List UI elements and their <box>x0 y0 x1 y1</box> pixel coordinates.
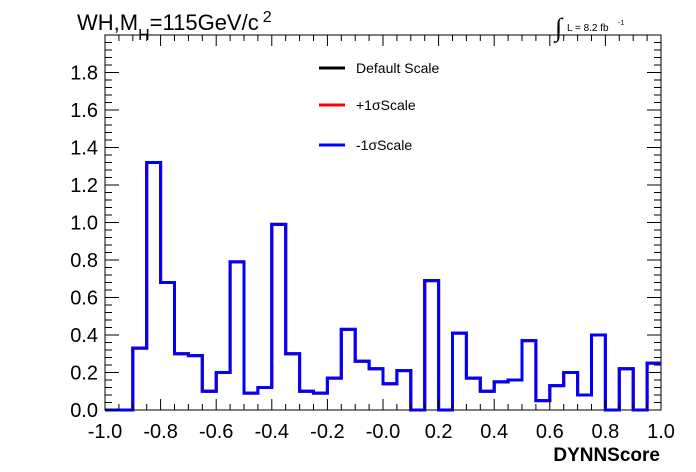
y-tick-label: 1.2 <box>70 175 98 197</box>
y-tick-label: 0.4 <box>70 325 98 347</box>
y-tick-label: 1.4 <box>70 138 98 160</box>
x-tick-label: -0.4 <box>255 421 289 443</box>
x-tick-label: -1.0 <box>88 421 122 443</box>
legend-label-0: Default Scale <box>356 60 439 76</box>
x-tick-label: -0.8 <box>143 421 177 443</box>
y-tick-labels: 0.0 0.2 0.4 0.6 0.8 1.0 1.2 1.4 1.6 1.8 <box>70 63 98 423</box>
chart-title: WH,MH=115GeV/c 2 <box>77 9 272 44</box>
axis-ticks <box>104 34 662 411</box>
series-line-2 <box>105 161 661 412</box>
x-tick-label: -0.6 <box>199 421 233 443</box>
x-tick-label: 0.2 <box>425 421 453 443</box>
y-tick-label: 1.6 <box>70 100 98 122</box>
y-tick-label: 1.8 <box>70 63 98 85</box>
legend-label-2: -1σScale <box>356 137 412 153</box>
y-tick-label: 0.6 <box>70 288 98 310</box>
y-tick-label: 0.2 <box>70 363 98 385</box>
title-rest: =115GeV/c <box>150 10 259 35</box>
integral-sign-icon: ∫ <box>553 13 564 43</box>
title-superscript: 2 <box>263 9 272 26</box>
x-tick-label: 0.4 <box>480 421 508 443</box>
legend: Default Scale +1σScale -1σScale <box>319 60 439 153</box>
y-tick-label: 0.8 <box>70 250 98 272</box>
x-tick-label: 0.8 <box>591 421 619 443</box>
x-tick-label: -0.0 <box>366 421 400 443</box>
title-subscript: H <box>138 27 150 44</box>
x-tick-label: 1.0 <box>647 421 675 443</box>
legend-label-1: +1σScale <box>356 97 416 113</box>
series-layer <box>105 161 661 412</box>
lumi-text: L = 8.2 fb <box>567 23 609 34</box>
x-tick-label: -0.2 <box>310 421 344 443</box>
y-tick-label: 0.0 <box>70 400 98 422</box>
lumi-superscript: -1 <box>618 20 624 27</box>
luminosity-label: ∫ L = 8.2 fb -1 <box>553 13 624 43</box>
y-tick-label: 1.0 <box>70 213 98 235</box>
x-axis-label: DYNNScore <box>553 445 660 466</box>
title-main: WH,M <box>77 10 138 35</box>
x-tick-labels: -1.0 -0.8 -0.6 -0.4 -0.2 -0.0 0.2 0.4 0.6 0.8 1.0 <box>88 421 675 443</box>
x-tick-label: 0.6 <box>536 421 564 443</box>
